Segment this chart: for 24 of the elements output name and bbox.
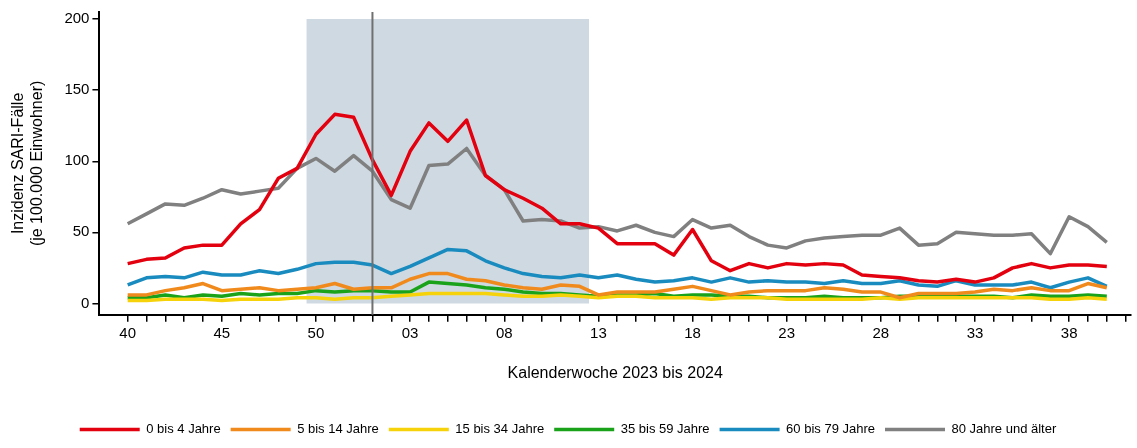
legend-label: 35 bis 59 Jahre: [620, 421, 710, 437]
y-tick-label: 0: [81, 293, 90, 311]
legend-label: 15 bis 34 Jahre: [455, 421, 545, 437]
x-tick-label: 40: [119, 323, 137, 341]
x-tick-label: 13: [590, 323, 607, 341]
legend-label: 60 bis 79 Jahre: [786, 421, 875, 437]
y-tick-label: 100: [64, 151, 90, 169]
x-tick-label: 38: [1060, 323, 1078, 341]
legend-label: 80 Jahre und älter: [951, 421, 1057, 437]
x-tick-label: 03: [401, 323, 419, 341]
y-axis-title: Inzidenz SARI-Fälle (je 100.000 Einwohner): [9, 80, 46, 247]
legend-label: 5 bis 14 Jahre: [297, 421, 379, 437]
x-tick-label: 23: [778, 323, 796, 341]
x-axis-title: Kalenderwoche 2023 bis 2024: [507, 363, 723, 381]
x-tick-label: 45: [213, 323, 231, 341]
y-tick-label: 200: [64, 9, 90, 27]
x-tick-label: 08: [495, 323, 513, 341]
x-tick-label: 28: [872, 323, 890, 341]
y-tick-label: 50: [72, 222, 90, 240]
legend-label: 0 bis 4 Jahre: [146, 421, 221, 437]
x-tick-label: 18: [684, 323, 701, 341]
y-tick-label: 150: [64, 80, 90, 98]
x-tick-label: 33: [966, 323, 984, 341]
x-tick-label: 50: [307, 323, 325, 341]
